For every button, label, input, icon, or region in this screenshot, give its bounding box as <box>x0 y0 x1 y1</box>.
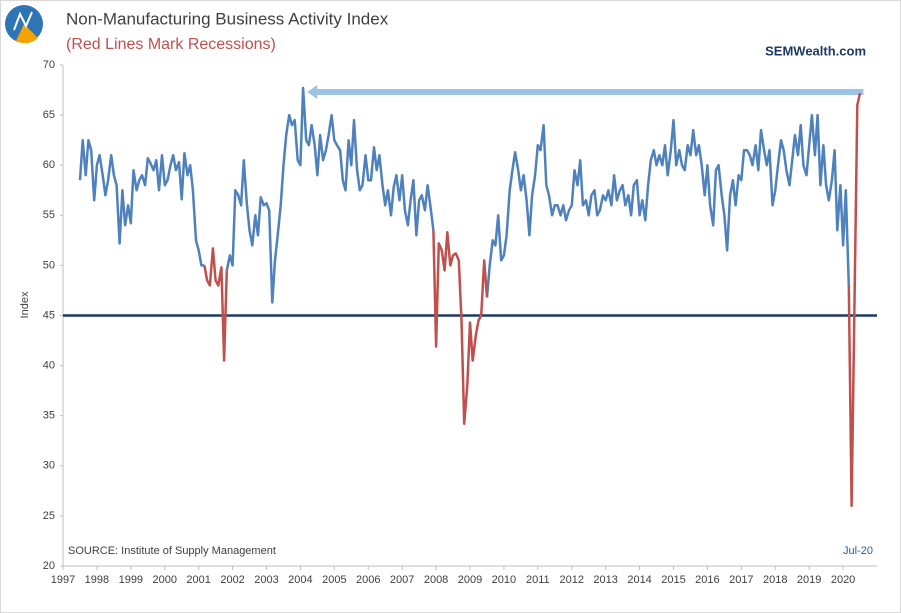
x-tick-label: 2018 <box>763 574 787 586</box>
logo-mark <box>13 11 33 31</box>
x-tick-label: 2019 <box>797 574 821 586</box>
x-tick-label: 2003 <box>254 574 278 586</box>
x-tick-label: 1997 <box>51 574 75 586</box>
logo <box>5 5 43 44</box>
logo-swoosh <box>16 24 38 44</box>
x-tick-label: 2013 <box>593 574 617 586</box>
y-tick-label: 55 <box>43 209 55 221</box>
source-note: SOURCE: Institute of Supply Management <box>68 545 276 557</box>
y-axis-label: Index <box>19 291 31 318</box>
x-tick-label: 2009 <box>458 574 482 586</box>
x-tick-label: 2012 <box>560 574 584 586</box>
x-tick-label: 2020 <box>831 574 855 586</box>
y-tick-label: 40 <box>43 360 55 372</box>
x-tick-label: 2010 <box>492 574 516 586</box>
x-tick-label: 2005 <box>322 574 346 586</box>
chart-subtitle: (Red Lines Mark Recessions) <box>66 36 276 53</box>
x-tick-label: 2006 <box>356 574 380 586</box>
y-tick-label: 30 <box>43 460 55 472</box>
arrow-head <box>307 85 318 100</box>
series-line <box>78 86 851 304</box>
x-tick-label: 2002 <box>220 574 244 586</box>
chart-title: Non-Manufacturing Business Activity Inde… <box>66 9 389 28</box>
x-tick-label: 2014 <box>627 574 651 586</box>
x-tick-label: 2000 <box>153 574 177 586</box>
series-line <box>203 92 862 508</box>
y-tick-label: 50 <box>43 259 55 271</box>
date-label: Jul-20 <box>843 545 873 557</box>
y-tick-label: 25 <box>43 510 55 522</box>
x-tick-label: 2011 <box>526 574 550 586</box>
y-tick-label: 70 <box>43 59 55 71</box>
x-tick-label: 2016 <box>695 574 719 586</box>
brand: SEMWealth.com <box>765 43 866 58</box>
y-tick-label: 60 <box>43 159 55 171</box>
x-tick-label: 2004 <box>288 574 312 586</box>
y-tick-label: 45 <box>43 309 55 321</box>
x-tick-label: 2008 <box>424 574 448 586</box>
x-tick-label: 2015 <box>661 574 685 586</box>
x-tick-label: 2001 <box>186 574 210 586</box>
x-tick-label: 1999 <box>119 574 143 586</box>
x-tick-label: 2017 <box>729 574 753 586</box>
y-tick-label: 65 <box>43 109 55 121</box>
y-tick-label: 35 <box>43 410 55 422</box>
x-tick-label: 1998 <box>85 574 109 586</box>
y-tick-label: 20 <box>43 560 55 572</box>
x-tick-label: 2007 <box>390 574 414 586</box>
